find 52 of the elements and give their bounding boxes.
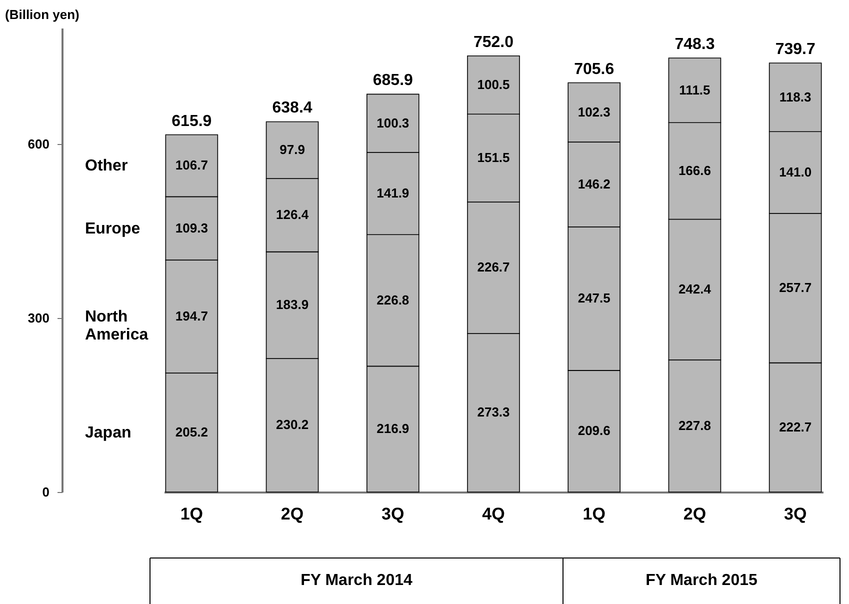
data-label: 183.9 bbox=[276, 297, 309, 312]
y-tick-label: 300 bbox=[28, 310, 50, 326]
data-label: 222.7 bbox=[779, 419, 812, 434]
series-label: North America bbox=[85, 308, 148, 344]
total-label: 638.4 bbox=[272, 100, 312, 117]
data-label: 111.5 bbox=[679, 82, 710, 98]
data-label: 100.5 bbox=[477, 76, 510, 92]
data-label: 273.3 bbox=[477, 404, 510, 420]
data-label: 141.0 bbox=[779, 164, 812, 180]
data-label: 205.2 bbox=[175, 424, 208, 440]
data-label: 109.3 bbox=[175, 220, 208, 236]
x-tick-label: 2Q bbox=[280, 504, 304, 524]
total-label: 752.0 bbox=[473, 34, 514, 51]
x-tick-label: 3Q bbox=[784, 504, 807, 524]
total-label: 739.7 bbox=[775, 40, 816, 58]
data-label: 242.4 bbox=[678, 282, 712, 297]
data-label: 151.5 bbox=[477, 150, 510, 166]
x-tick-label: 1Q bbox=[582, 504, 606, 524]
text: Other bbox=[85, 158, 128, 175]
data-label: 118.3 bbox=[779, 89, 812, 104]
data-label: 226.7 bbox=[477, 260, 510, 275]
data-label: 100.3 bbox=[376, 115, 410, 130]
data-label: 216.9 bbox=[376, 421, 410, 436]
data-label: 194.7 bbox=[175, 308, 208, 324]
total-label: 705.6 bbox=[574, 60, 614, 78]
data-label: 257.7 bbox=[779, 280, 812, 296]
data-label: 209.6 bbox=[578, 423, 610, 438]
series-label: Europe bbox=[85, 220, 140, 238]
text: FY March 2015 bbox=[646, 572, 758, 589]
data-label: 227.8 bbox=[678, 418, 711, 433]
data-label: 230.2 bbox=[276, 417, 309, 432]
data-label: 141.9 bbox=[376, 186, 410, 201]
data-label: 102.3 bbox=[578, 104, 610, 120]
data-label: 166.6 bbox=[678, 162, 711, 178]
y-tick-label: 600 bbox=[28, 136, 50, 152]
data-label: 97.9 bbox=[280, 142, 305, 158]
total-label: 615.9 bbox=[172, 112, 212, 130]
total-label: 685.9 bbox=[372, 72, 414, 90]
data-label: 247.5 bbox=[578, 290, 610, 306]
x-tick-label: 4Q bbox=[482, 504, 505, 524]
x-tick-label: 1Q bbox=[180, 504, 204, 524]
total-label: 748.3 bbox=[674, 36, 715, 53]
x-tick-label: 3Q bbox=[382, 504, 404, 524]
text: Japan bbox=[85, 424, 132, 442]
data-label: 226.8 bbox=[376, 292, 410, 308]
x-tick-label: 2Q bbox=[683, 504, 706, 524]
data-label: 126.4 bbox=[276, 207, 310, 222]
data-label: 146.2 bbox=[578, 176, 610, 192]
text: FY March 2014 bbox=[300, 572, 412, 589]
data-label: 106.7 bbox=[175, 158, 208, 173]
y-tick-label: 0 bbox=[42, 484, 50, 500]
y-axis-title: (Billion yen) bbox=[5, 7, 80, 22]
